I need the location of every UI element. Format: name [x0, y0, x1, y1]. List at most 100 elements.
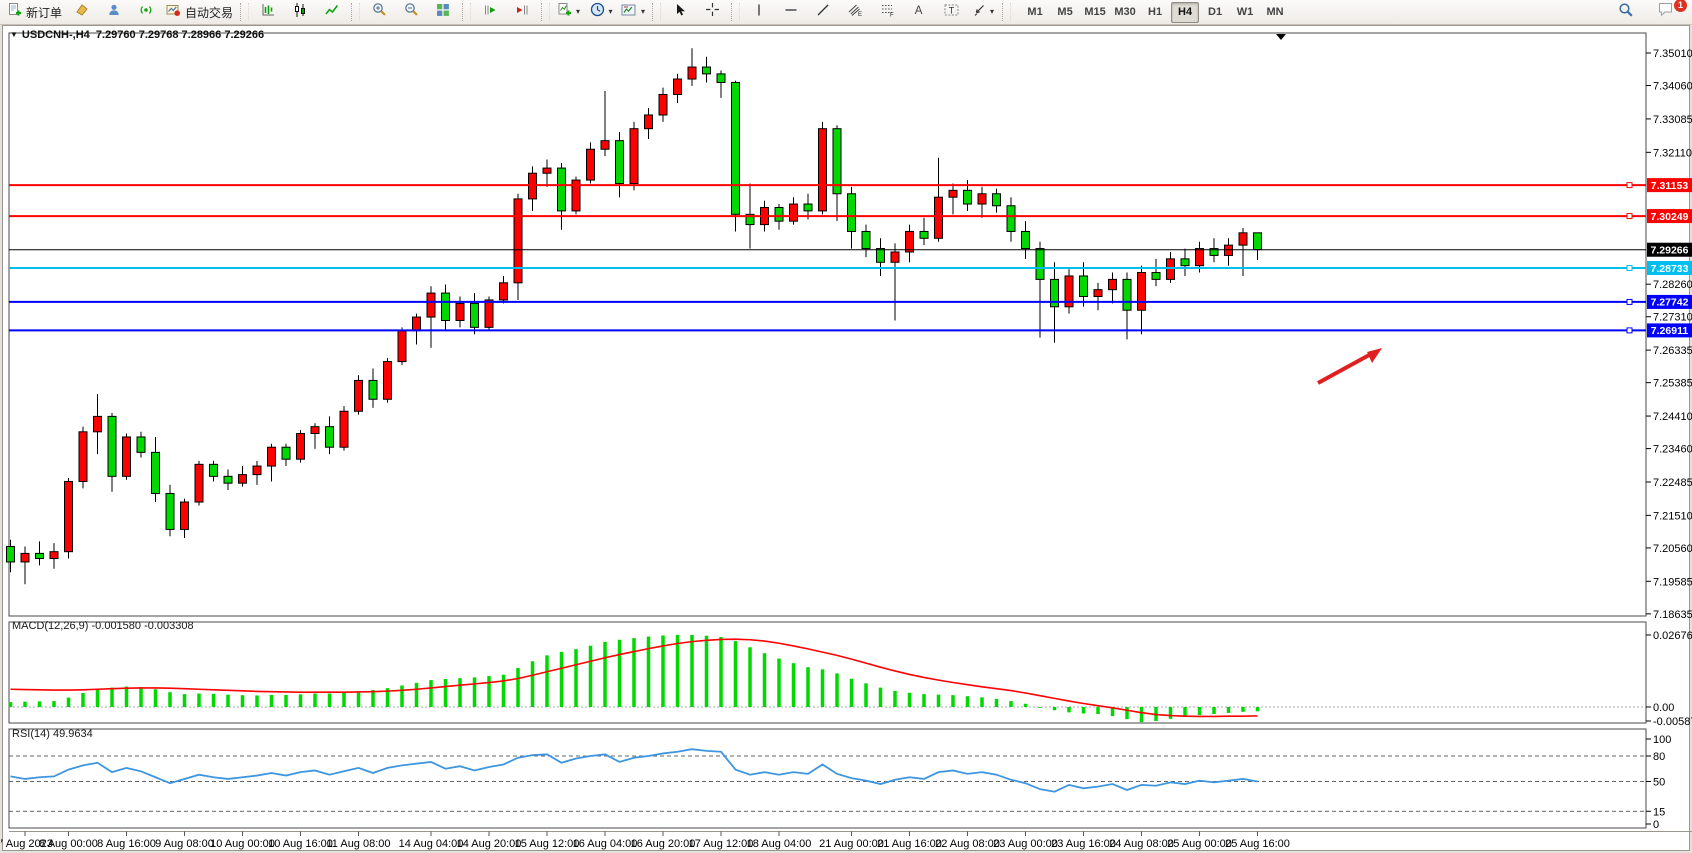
candle-bear: [557, 167, 566, 212]
vertical-line-button[interactable]: [743, 1, 775, 24]
candle-bull: [1093, 289, 1103, 298]
price-tick-label: 7.35010: [1653, 48, 1692, 60]
timeframe-button-m15[interactable]: M15: [1084, 6, 1106, 18]
time-axis-label: 22 Aug 08:00: [935, 838, 1000, 850]
macd-histogram-bar: [994, 698, 999, 707]
notifications-button[interactable]: 1: [1650, 0, 1688, 24]
toolbar-grip: [731, 3, 741, 21]
cursor-button[interactable]: [664, 1, 696, 24]
candle-bear: [368, 379, 378, 400]
profiles-button[interactable]: [98, 1, 130, 24]
macd-histogram-bar: [458, 678, 462, 707]
candle-bull: [339, 410, 349, 448]
candle-bull: [687, 66, 697, 80]
candle-bear: [441, 292, 450, 321]
signals-button[interactable]: [130, 1, 162, 24]
text-label-button[interactable]: T: [935, 1, 967, 24]
styler-button[interactable]: [66, 1, 98, 24]
templates-button[interactable]: ▾: [617, 1, 649, 24]
macd-histogram-bar: [1096, 707, 1100, 714]
timeframe-button-m1[interactable]: M1: [1027, 6, 1043, 18]
macd-histogram-bar: [748, 647, 752, 707]
rsi-axis-label: 0: [1653, 819, 1659, 831]
periods-button[interactable]: ▾: [585, 1, 617, 24]
signals-icon: [139, 3, 153, 22]
macd-pane[interactable]: [8, 621, 1645, 722]
zoom-in-button[interactable]: [363, 1, 395, 24]
macd-histogram-bar: [617, 639, 622, 707]
candle-bear: [223, 475, 233, 484]
time-axis-label: 8 Aug 00:00: [39, 838, 98, 850]
candle-bear: [1006, 205, 1016, 232]
new-order-button[interactable]: 新订单: [4, 1, 66, 24]
indicators-button[interactable]: ▾: [553, 1, 585, 24]
candle-bear: [1151, 272, 1161, 280]
main-chart-plot-area[interactable]: [8, 32, 1645, 615]
macd-histogram-bar: [327, 693, 332, 707]
trendline-button[interactable]: [807, 1, 839, 24]
timeframe-button-w1[interactable]: W1: [1236, 6, 1254, 18]
search-button[interactable]: [1610, 1, 1642, 24]
price-axis[interactable]: [1646, 32, 1690, 804]
candle-bear: [876, 248, 885, 263]
chart-position-marker-icon: [1276, 34, 1286, 40]
horizontal-line-button[interactable]: [775, 1, 807, 24]
timeframe-button-h4[interactable]: H4: [1171, 1, 1200, 23]
time-axis-label: 16 Aug 04:00: [573, 838, 638, 850]
line-chart-button[interactable]: [316, 1, 348, 24]
bar-chart-button[interactable]: [252, 1, 284, 24]
macd-histogram-bar: [704, 635, 709, 707]
zoom-out-button[interactable]: [395, 1, 427, 24]
timeframe-button-h1[interactable]: H1: [1148, 6, 1163, 18]
time-axis-label: 14 Aug 04:00: [399, 838, 464, 850]
candle-bull: [78, 431, 88, 482]
equidistant-channel-button[interactable]: E: [839, 1, 871, 24]
candle-bull: [267, 446, 276, 467]
timeframe-button-mn[interactable]: MN: [1266, 6, 1284, 18]
macd-histogram-bar: [1212, 707, 1216, 714]
search-icon: [1618, 2, 1634, 23]
macd-histogram-bar: [371, 690, 375, 707]
text-button[interactable]: A: [903, 1, 935, 24]
arrows-button[interactable]: ▾: [967, 1, 999, 24]
candle-bear: [1122, 278, 1132, 311]
macd-histogram-bar: [168, 692, 172, 707]
notification-badge: 1: [1673, 0, 1688, 13]
macd-histogram-bar: [269, 694, 274, 707]
candle-bull: [93, 415, 102, 433]
collapse-triangle-icon[interactable]: ▼: [10, 30, 18, 39]
macd-histogram-bar: [52, 701, 56, 707]
candle-bull: [1238, 232, 1248, 246]
timeframe-button-m30[interactable]: M30: [1114, 6, 1136, 18]
time-axis-label: 17 Aug 12:00: [689, 838, 754, 850]
macd-histogram-bar: [501, 674, 506, 707]
auto-trading-button[interactable]: 自动交易: [162, 1, 237, 24]
candle-bull: [1166, 258, 1175, 280]
auto-trading-label: 自动交易: [185, 5, 234, 20]
toolbar-grip: [462, 3, 472, 21]
candle-bull: [383, 361, 392, 400]
time-axis[interactable]: [8, 830, 1645, 850]
svg-text:A: A: [915, 5, 923, 17]
candle-bull: [586, 148, 595, 181]
macd-histogram-bar: [37, 701, 42, 707]
auto-scroll-button[interactable]: [474, 1, 506, 24]
fibonacci-button[interactable]: F: [871, 1, 903, 24]
price-tag-label: 7.31153: [1651, 180, 1689, 192]
rsi-pane[interactable]: [8, 728, 1645, 827]
tile-windows-button[interactable]: [427, 1, 459, 24]
candle-bull: [296, 433, 305, 460]
macd-histogram-bar: [197, 693, 201, 707]
time-axis-label: 15 Aug 12:00: [515, 838, 580, 850]
candle-bull: [934, 196, 943, 239]
candle-bear: [151, 451, 160, 494]
chart-shift-button[interactable]: [506, 1, 538, 24]
timeframe-button-d1[interactable]: D1: [1208, 6, 1223, 18]
crosshair-button[interactable]: [696, 1, 728, 24]
macd-histogram-bar: [661, 635, 665, 707]
candlestick-chart-button[interactable]: [284, 1, 316, 24]
candle-bull: [180, 501, 189, 530]
timeframe-button-m5[interactable]: M5: [1057, 6, 1073, 18]
candle-bear: [803, 203, 813, 212]
line-endpoint-marker: [1626, 298, 1633, 305]
